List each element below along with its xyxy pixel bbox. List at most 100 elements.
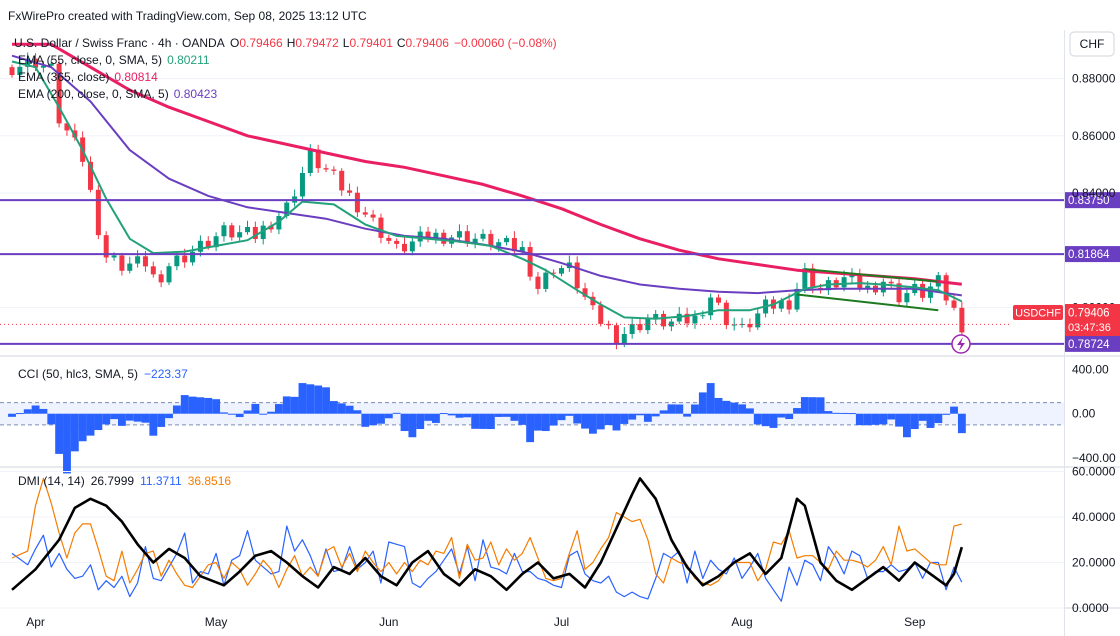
level-label: 0.78724 — [1068, 339, 1110, 351]
candle-body — [661, 313, 667, 327]
cci-bar — [494, 413, 503, 417]
candle-body — [653, 313, 659, 319]
level-tag — [1065, 246, 1120, 263]
time-label: Aug — [731, 615, 752, 629]
cci-bar — [769, 413, 778, 428]
ohlc-l-label: L — [343, 36, 350, 50]
time-label: Jul — [554, 615, 569, 629]
candle-body — [692, 315, 698, 324]
cci-bar — [400, 413, 409, 432]
ema55-label: EMA (55, close, 0, SMA, 5) — [18, 53, 162, 67]
legend-ema200: EMA (200, close, 0, SMA, 5) 0.80423 — [18, 87, 217, 101]
cci-bar — [840, 412, 849, 414]
candle-body — [927, 286, 933, 298]
cci-bar — [31, 405, 40, 414]
cci-bar — [957, 413, 966, 434]
candle-body — [315, 149, 321, 169]
cci-bar — [227, 413, 236, 415]
legend-symbol: U.S. Dollar / Swiss Franc · 4h · OANDA — [14, 36, 225, 50]
lightning-icon[interactable] — [951, 334, 971, 354]
ema55-line — [11, 60, 963, 320]
candle-body — [464, 231, 470, 244]
cci-bar — [408, 413, 417, 438]
ticker-tag: USDCHF — [1013, 305, 1063, 320]
candle-body — [496, 242, 502, 247]
cci-bar — [589, 413, 597, 434]
cci-bar — [392, 412, 401, 414]
ohlc-h-label: H — [287, 36, 296, 50]
ema55-value: 0.80211 — [167, 53, 210, 67]
level-label: 0.81864 — [1068, 249, 1110, 261]
ohlc-h-value: 0.79472 — [295, 36, 339, 50]
candle-body — [17, 66, 23, 76]
cci-bar — [659, 410, 668, 414]
cci-bar — [55, 413, 64, 454]
cci-bar — [573, 413, 582, 424]
cci-bar — [8, 413, 16, 417]
chart-credit: FxWirePro created with TradingView.com, … — [8, 9, 367, 23]
cci-bar — [133, 413, 142, 422]
cci-bar — [353, 410, 362, 414]
cci-bar — [235, 413, 244, 418]
currency-button[interactable]: CHF — [1069, 31, 1115, 57]
cci-bar — [110, 413, 118, 420]
candle-body — [323, 168, 329, 170]
candle-body — [629, 324, 635, 334]
cci-bar — [887, 413, 896, 420]
cci-bar — [78, 413, 87, 442]
cci-bar — [314, 385, 323, 414]
candle-body — [951, 300, 957, 308]
candle-body — [409, 241, 415, 252]
cci-bar — [761, 413, 770, 427]
candle-body — [739, 323, 745, 325]
candle-body — [378, 217, 384, 238]
price-tick-label: 0.86000 — [1072, 129, 1116, 143]
candle-body — [559, 268, 564, 274]
dmi-tick-label: 20.0000 — [1072, 556, 1116, 570]
candle-body — [880, 281, 886, 293]
candle-body — [802, 268, 808, 289]
cci-bar — [416, 413, 425, 430]
dmi-tick-label: 40.0000 — [1072, 510, 1116, 524]
cci-bar — [903, 413, 911, 438]
cci-bar — [730, 402, 739, 414]
cci-bar — [384, 413, 393, 419]
cci-label: CCI (50, hlc3, SMA, 5) — [18, 367, 138, 381]
candle-body — [394, 240, 400, 244]
cci-bar — [808, 397, 817, 414]
cci-bar — [141, 413, 150, 423]
legend-ema55: EMA (55, close, 0, SMA, 5) 0.80211 — [18, 53, 210, 67]
cci-bar — [800, 397, 809, 414]
cci-bar — [455, 413, 464, 418]
price-tick-label: 0.84000 — [1072, 186, 1116, 200]
time-axis: Apr May Jun Jul Aug Sep — [26, 615, 926, 629]
trend-line — [804, 268, 939, 283]
current-price-label: 0.79406 03:47:36 — [1065, 304, 1120, 336]
candle-body — [511, 238, 517, 252]
cci-bar — [125, 413, 134, 421]
candle-body — [943, 275, 949, 301]
time-label: Apr — [26, 615, 45, 629]
cci-bar — [777, 413, 786, 418]
candle-body — [543, 272, 549, 289]
candle-body — [755, 313, 761, 328]
candle-body — [433, 232, 439, 240]
candle-body — [284, 202, 290, 217]
candle-body — [56, 63, 62, 124]
cci-bar — [918, 413, 927, 421]
cci-bar — [675, 404, 684, 414]
candle-body — [488, 233, 494, 247]
cci-bar — [479, 413, 487, 429]
cci-bar — [541, 413, 550, 432]
currency-label: CHF — [1080, 37, 1105, 51]
cci-bar — [871, 413, 880, 425]
cci-value: −223.37 — [144, 367, 188, 381]
cci-bar — [70, 413, 79, 452]
cci-bar — [196, 397, 205, 414]
ema365-line — [12, 42, 962, 286]
ema-lines — [11, 42, 963, 320]
cci-bar — [746, 408, 754, 414]
cci-bar — [863, 413, 872, 426]
dmi-adx-line — [11, 477, 964, 592]
